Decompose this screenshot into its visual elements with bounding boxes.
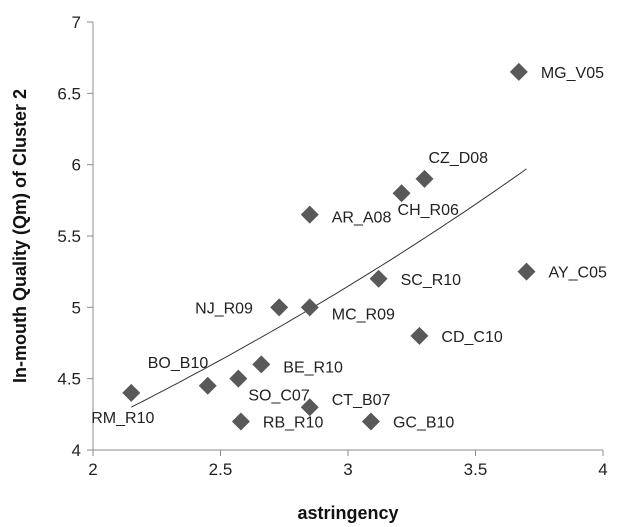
- y-tick-label: 4.5: [57, 370, 81, 389]
- trendline-group: [130, 168, 527, 408]
- point-ar-a08: [300, 205, 319, 224]
- y-tick-label: 5.5: [57, 227, 81, 246]
- x-tick-label: 2: [88, 460, 97, 479]
- point-mc-r09: [300, 298, 319, 317]
- point-labels: RM_R10 BO_B10 SO_C07 RB_R10 BE_R10 NJ_R09 MC_R…: [91, 65, 607, 432]
- x-tick-label: 4: [598, 460, 607, 479]
- point-label: SC_R10: [401, 272, 462, 289]
- x-axis-title: astringency: [297, 503, 398, 523]
- point-rm-r10: [122, 383, 141, 402]
- point-rb-r10: [231, 412, 250, 431]
- point-mg-v05: [509, 62, 528, 81]
- y-tick-label: 7: [72, 13, 81, 32]
- tick-labels: 4 4.5 5 5.5 6 6.5 7 2 2.5 3 3.5 4: [57, 13, 607, 479]
- point-nj-r09: [270, 298, 289, 317]
- y-axis-title: In-mouth Quality (Qm) of Cluster 2: [10, 89, 30, 383]
- point-gc-b10: [361, 412, 380, 431]
- point-label: MG_V05: [541, 65, 604, 82]
- point-cd-c10: [410, 326, 429, 345]
- point-be-r10: [252, 355, 271, 374]
- point-ct-b07: [300, 398, 319, 417]
- y-tick-label: 5: [72, 298, 81, 317]
- point-label: GC_B10: [393, 414, 454, 431]
- point-label: NJ_R09: [195, 300, 253, 317]
- x-tick-label: 2.5: [209, 460, 233, 479]
- point-label: CT_B07: [332, 392, 391, 409]
- point-label: SO_C07: [248, 388, 309, 405]
- y-tick-label: 6.5: [57, 84, 81, 103]
- point-label: AR_A08: [332, 210, 392, 227]
- point-cz-d08: [415, 169, 434, 188]
- x-tick-label: 3.5: [464, 460, 488, 479]
- point-label: CD_C10: [441, 329, 502, 346]
- point-label: BO_B10: [148, 355, 209, 372]
- point-label: BE_R10: [283, 359, 343, 376]
- data-points: [122, 62, 536, 431]
- point-sc-r10: [369, 269, 388, 288]
- point-label: RM_R10: [91, 410, 154, 427]
- trendline: [130, 168, 527, 408]
- point-label: RB_R10: [263, 414, 324, 431]
- point-label: MC_R09: [332, 306, 395, 323]
- point-ch-r06: [392, 184, 411, 203]
- x-tick-label: 3: [343, 460, 352, 479]
- point-label: AY_C05: [549, 265, 608, 282]
- y-tick-label: 4: [72, 441, 81, 460]
- point-label: CZ_D08: [429, 150, 489, 167]
- y-tick-label: 6: [72, 156, 81, 175]
- point-bo-b10: [198, 376, 217, 395]
- axes: [87, 21, 604, 456]
- point-ay-c05: [517, 262, 536, 281]
- point-so-c07: [229, 369, 248, 388]
- point-label: CH_R06: [398, 202, 459, 219]
